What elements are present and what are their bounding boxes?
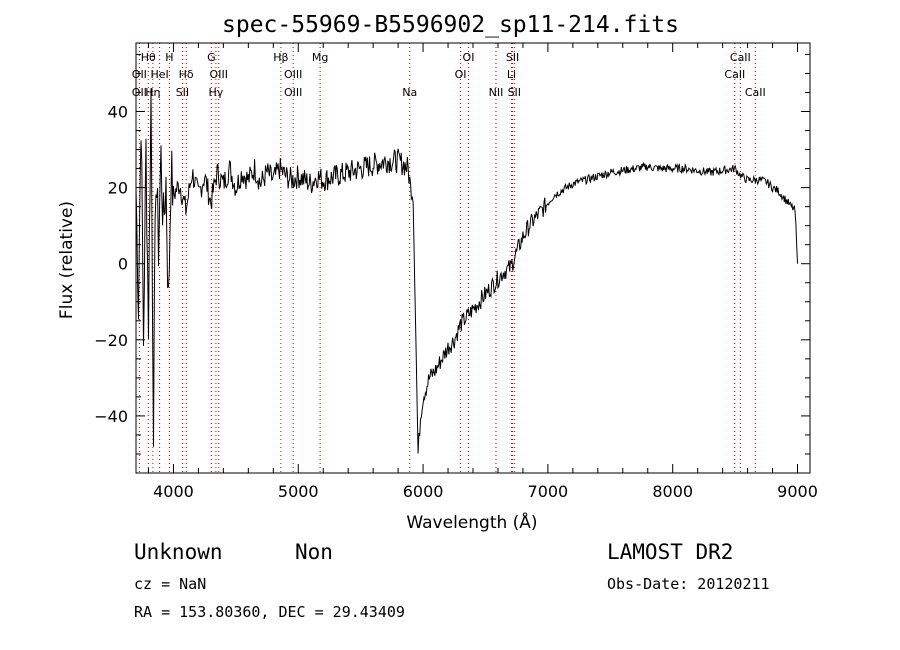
y-tick-label: −40	[94, 407, 128, 426]
spectral-line-label: Hη	[145, 86, 160, 99]
spectral-line-label: Hδ	[179, 68, 194, 81]
object-subclass: Non	[295, 540, 333, 564]
spectral-line-label: CaII	[745, 86, 766, 99]
spectrum-series-line	[135, 88, 798, 454]
spectral-line-label: SII	[508, 86, 521, 99]
x-axis-label: Wavelength (Å)	[406, 511, 537, 533]
x-tick-label: 5000	[278, 482, 319, 501]
spectral-line-label: SII	[176, 86, 189, 99]
spectral-line-label: CaII	[730, 51, 751, 64]
spectral-line-label: Hγ	[208, 86, 223, 99]
spectral-line-label: Li	[507, 68, 516, 81]
x-tick-label: 8000	[652, 482, 693, 501]
obs-date: Obs-Date: 20120211	[607, 575, 770, 593]
spectral-line-label: NII	[489, 86, 504, 99]
object-class: Unknown	[134, 540, 223, 564]
chart-title: spec-55969-B5596902_sp11-214.fits	[222, 12, 679, 38]
spectral-line-label: H	[165, 51, 173, 64]
spectral-line-label: OI	[455, 68, 467, 81]
spectral-line-label: OI	[463, 51, 475, 64]
coordinates: RA = 153.80360, DEC = 29.43409	[134, 603, 405, 621]
spectral-line-label: Mg	[312, 51, 328, 64]
spectral-line-markers	[138, 43, 756, 473]
spectral-line-label: Na	[402, 86, 417, 99]
spectral-line-label: Hθ	[141, 51, 156, 64]
plot-frame	[135, 42, 811, 474]
x-tick-label: 9000	[777, 482, 818, 501]
y-axis-label: Flux (relative)	[57, 201, 77, 319]
redshift-value: cz = NaN	[134, 575, 207, 593]
x-tick-label: 6000	[403, 482, 444, 501]
x-tick-label: 7000	[528, 482, 569, 501]
spectral-line-label: SII	[506, 51, 519, 64]
axis-tick-labels: 4000 5000 6000 7000 8000 9000 −40 −20 0 20 40	[94, 102, 818, 501]
spectral-line-label: Hβ	[273, 51, 288, 64]
spectral-line-label: HeI	[150, 68, 168, 81]
spectrum-data	[135, 88, 798, 454]
y-tick-label: 40	[108, 102, 128, 121]
spectral-line-label: OIII	[210, 68, 228, 81]
axis-ticks	[136, 43, 810, 474]
spectral-line-label: OIII	[284, 86, 302, 99]
survey-name: LAMOST DR2	[607, 540, 734, 564]
y-tick-label: −20	[94, 331, 128, 350]
y-tick-label: 0	[118, 255, 128, 274]
spectral-line-label: OII	[132, 68, 147, 81]
x-tick-label: 4000	[153, 482, 194, 501]
y-tick-label: 20	[108, 179, 128, 198]
spectral-line-label: G	[207, 51, 216, 64]
spectral-line-label: OIII	[284, 68, 302, 81]
spectral-line-label: CaII	[724, 68, 745, 81]
